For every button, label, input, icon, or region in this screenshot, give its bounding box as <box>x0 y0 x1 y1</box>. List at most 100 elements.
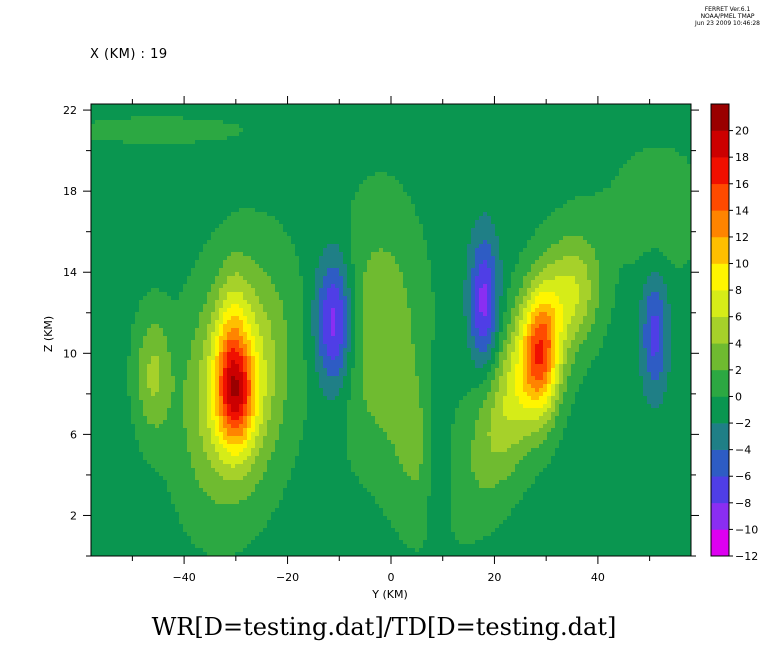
field-cell <box>347 180 352 185</box>
field-cell <box>647 116 652 121</box>
field-cell <box>667 196 672 201</box>
field-cell <box>371 184 376 189</box>
field-cell <box>347 176 352 181</box>
field-cell <box>143 236 148 241</box>
field-cell <box>663 204 668 209</box>
field-cell <box>119 176 124 181</box>
field-cell <box>595 112 600 117</box>
field-cell <box>639 180 644 185</box>
field-cell <box>291 120 296 125</box>
field-cell <box>535 140 540 145</box>
field-cell <box>343 232 348 237</box>
field-cell <box>223 164 228 169</box>
field-cell <box>323 212 328 217</box>
field-cell <box>227 160 232 165</box>
field-cell <box>599 116 604 121</box>
field-cell <box>175 144 180 149</box>
field-cell <box>571 164 576 169</box>
field-cell <box>539 208 544 213</box>
field-cell <box>607 104 612 109</box>
field-cell <box>135 168 140 173</box>
field-cell <box>395 104 400 109</box>
field-cell <box>387 216 392 221</box>
field-cell <box>599 184 604 189</box>
field-cell <box>683 228 688 233</box>
field-cell <box>383 184 388 189</box>
field-cell <box>387 136 392 141</box>
field-cell <box>567 204 572 209</box>
field-cell <box>199 228 204 233</box>
field-cell <box>555 168 560 173</box>
field-cell <box>251 192 256 197</box>
field-cell <box>315 120 320 125</box>
field-cell <box>451 116 456 121</box>
field-cell <box>151 172 156 177</box>
field-cell <box>471 228 476 233</box>
field-cell <box>619 148 624 153</box>
field-cell <box>463 176 468 181</box>
field-cell <box>499 184 504 189</box>
field-cell <box>347 172 352 177</box>
field-cell <box>267 212 272 217</box>
field-cell <box>435 220 440 225</box>
field-cell <box>403 112 408 117</box>
field-cell <box>175 104 180 109</box>
field-cell <box>603 116 608 121</box>
field-cell <box>543 208 548 213</box>
field-cell <box>187 132 192 137</box>
field-cell <box>467 216 472 221</box>
field-cell <box>439 112 444 117</box>
field-cell <box>203 160 208 165</box>
field-cell <box>255 216 260 221</box>
field-cell <box>239 180 244 185</box>
field-cell <box>515 144 520 149</box>
field-cell <box>363 108 368 113</box>
field-cell <box>191 172 196 177</box>
field-cell <box>635 172 640 177</box>
field-cell <box>303 152 308 157</box>
field-cell <box>547 148 552 153</box>
field-cell <box>143 116 148 121</box>
field-cell <box>391 128 396 133</box>
field-cell <box>623 184 628 189</box>
field-cell <box>235 192 240 197</box>
field-cell <box>95 232 100 237</box>
field-cell <box>379 188 384 193</box>
field-cell <box>151 160 156 165</box>
field-cell <box>407 196 412 201</box>
field-cell <box>139 200 144 205</box>
field-cell <box>579 188 584 193</box>
field-cell <box>187 148 192 153</box>
field-cell <box>627 104 632 109</box>
field-cell <box>363 156 368 161</box>
field-cell <box>383 124 388 129</box>
field-cell <box>431 228 436 233</box>
field-cell <box>123 172 128 177</box>
field-cell <box>323 228 328 233</box>
field-cell <box>459 188 464 193</box>
field-cell <box>331 228 336 233</box>
field-cell <box>459 156 464 161</box>
field-cell <box>439 196 444 201</box>
field-cell <box>215 152 220 157</box>
field-cell <box>679 152 684 157</box>
field-cell <box>583 168 588 173</box>
field-cell <box>507 224 512 229</box>
field-cell <box>519 224 524 229</box>
field-cell <box>515 112 520 117</box>
field-cell <box>99 108 104 113</box>
field-cell <box>579 120 584 125</box>
field-cell <box>623 232 628 237</box>
field-cell <box>339 200 344 205</box>
field-cell <box>119 172 124 177</box>
field-cell <box>519 196 524 201</box>
field-cell <box>547 200 552 205</box>
field-cell <box>207 180 212 185</box>
field-cell <box>559 168 564 173</box>
field-cell <box>531 208 536 213</box>
field-cell <box>495 184 500 189</box>
field-cell <box>679 188 684 193</box>
field-cell <box>391 196 396 201</box>
field-cell <box>679 132 684 137</box>
field-cell <box>663 192 668 197</box>
